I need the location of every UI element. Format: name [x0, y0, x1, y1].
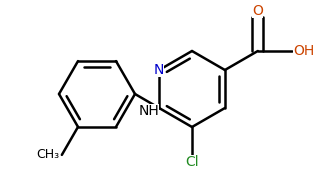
- Text: O: O: [252, 4, 263, 18]
- Text: N: N: [154, 63, 164, 77]
- Text: Cl: Cl: [185, 155, 199, 169]
- Text: OH: OH: [293, 44, 315, 58]
- Text: CH₃: CH₃: [37, 148, 60, 161]
- Text: NH: NH: [139, 104, 159, 118]
